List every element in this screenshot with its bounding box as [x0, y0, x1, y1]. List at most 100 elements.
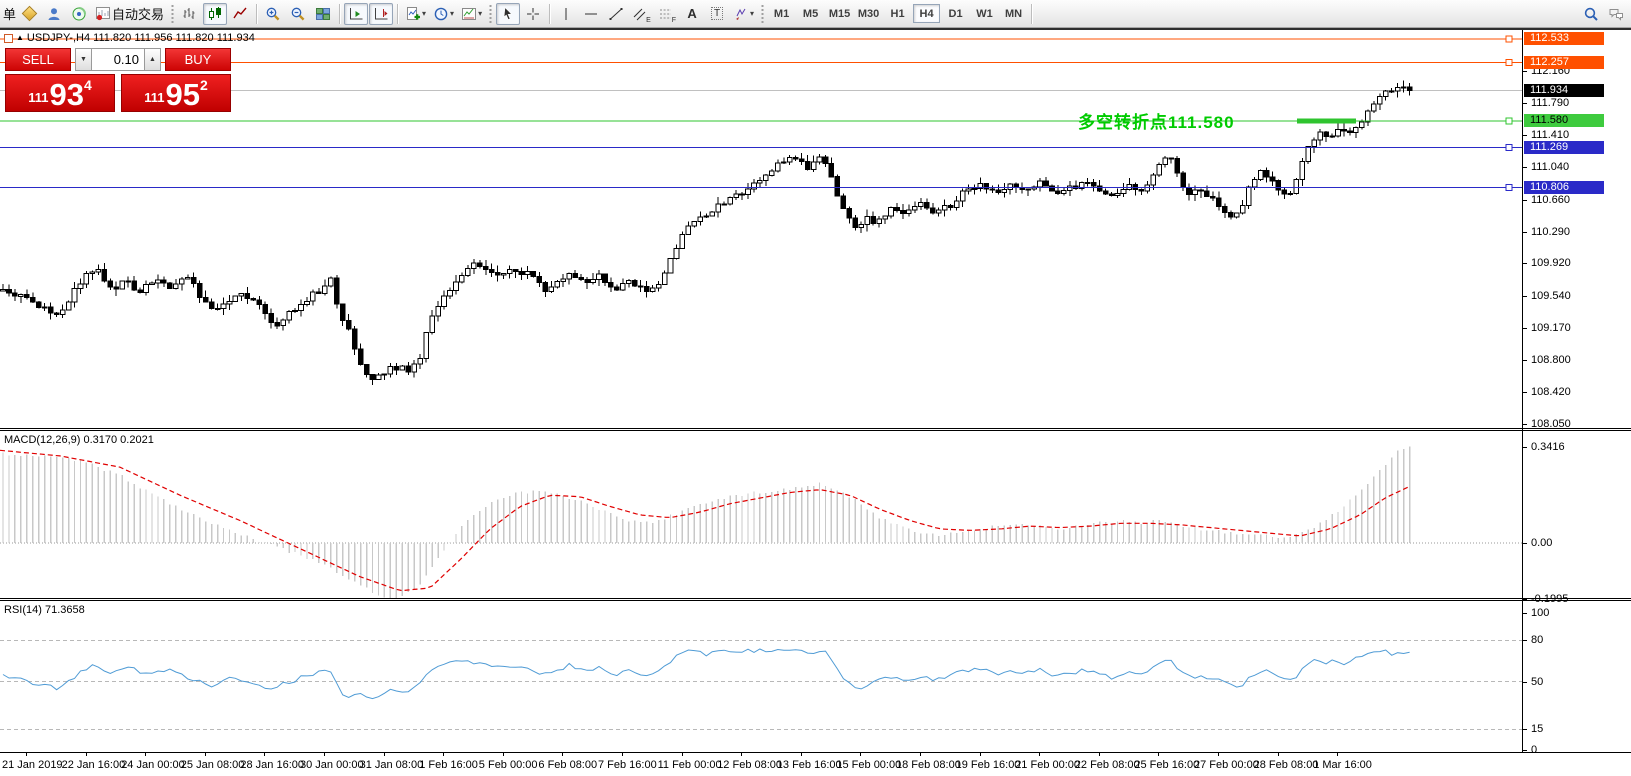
toolbar-separator [339, 3, 341, 24]
timeframe-m30-button[interactable]: M30 [857, 7, 880, 20]
time-tick [860, 753, 862, 756]
time-tick [443, 753, 445, 756]
periods-button[interactable]: ▾ [430, 3, 457, 25]
time-tick [26, 753, 27, 756]
time-tick [1218, 753, 1219, 756]
autotrading-label: 自动交易 [112, 7, 165, 22]
timeframe-w1-button[interactable]: W1 [976, 7, 993, 20]
line-chart-button[interactable] [228, 3, 252, 25]
pane-separator[interactable] [0, 598, 1631, 601]
auto-scroll-button[interactable] [344, 2, 369, 25]
timeframe-d1-button[interactable]: D1 [948, 7, 963, 20]
level-price-badge: 111.580 [1524, 114, 1604, 128]
autotrading-button[interactable]: 自动交易 [92, 3, 167, 25]
label-tool-label: T [710, 7, 724, 20]
sell-price-button[interactable]: 111 93 4 [5, 74, 115, 112]
timeframe-h4-button[interactable]: H4 [913, 4, 941, 23]
tile-windows-icon [316, 7, 331, 20]
volume-input[interactable] [92, 48, 144, 71]
equidistant-channel-icon [633, 8, 646, 20]
axis-tick [1523, 359, 1527, 361]
time-tick-label: 28 Feb 08:00 [1253, 759, 1319, 771]
time-tick-label: 24 Jan 00:00 [121, 759, 185, 771]
zoom-in-button[interactable] [261, 3, 285, 25]
time-tick [264, 753, 266, 756]
chat-button[interactable] [1604, 3, 1628, 25]
time-tick-label: 21 Jan 2019 [2, 759, 63, 771]
pivot-annotation-text[interactable]: 多空转折点111.580 [1078, 113, 1235, 132]
time-tick [681, 753, 683, 756]
time-tick [1098, 753, 1100, 756]
time-tick [562, 753, 564, 756]
timeframe-h1-button[interactable]: H1 [890, 7, 905, 20]
vertical-line-tool-button[interactable] [554, 3, 578, 25]
time-tick [979, 753, 981, 756]
tile-windows-button[interactable] [311, 3, 335, 25]
timeframe-mn-button[interactable]: MN [1004, 7, 1023, 20]
time-tick-label: 21 Feb 00:00 [1015, 759, 1081, 771]
time-tick-label: 6 Feb 08:00 [538, 759, 598, 771]
rsi-pane[interactable] [0, 601, 1522, 752]
vertical-line-icon [565, 7, 567, 20]
new-order-button[interactable]: 单 [3, 7, 17, 22]
volume-decrease-button[interactable]: ▼ [75, 48, 92, 71]
templates-caret-icon: ▾ [478, 8, 483, 18]
timeframe-m15-button[interactable]: M15 [828, 7, 851, 20]
toolbar-grip[interactable] [488, 3, 494, 24]
buy-price-figure: 111 [144, 90, 165, 105]
chart-bookmark-button[interactable] [17, 3, 41, 25]
buy-button[interactable]: BUY [165, 48, 231, 71]
buy-price-button[interactable]: 111 95 2 [121, 74, 231, 112]
equidistant-channel-tool-button[interactable]: E [629, 3, 654, 25]
templates-button[interactable]: ▾ [458, 3, 485, 25]
crosshair-tool-button[interactable] [521, 3, 545, 25]
chart-window-icon [4, 33, 13, 43]
chart-shift-button[interactable] [369, 2, 394, 25]
timeframe-m5-button[interactable]: M5 [802, 7, 819, 20]
toolbar-grip[interactable] [170, 3, 176, 24]
bar-chart-button[interactable] [178, 3, 202, 25]
pane-separator[interactable] [0, 428, 1631, 431]
axis-tick [1523, 199, 1527, 201]
macd-pane[interactable] [0, 431, 1522, 598]
templates-icon [462, 7, 477, 20]
timeframe-m1-button[interactable]: M1 [773, 7, 790, 20]
time-tick-label: 28 Jan 16:00 [240, 759, 305, 771]
price-chart-pane[interactable] [0, 30, 1522, 428]
axis-tick [1523, 71, 1527, 72]
indicators-button[interactable]: ▾ [402, 3, 429, 25]
expand-triangle-icon[interactable]: ▲ [16, 33, 24, 42]
rsi-scale-label: 80 [1531, 634, 1544, 647]
level-price-badge: 111.269 [1524, 141, 1604, 155]
data-window-button[interactable] [67, 3, 91, 25]
axis-tick [1523, 392, 1527, 394]
arrows-tool-button[interactable]: ▾ [730, 3, 757, 25]
line-chart-icon [233, 7, 247, 18]
market-watch-button[interactable] [42, 3, 66, 25]
price-tick-label: 111.410 [1531, 129, 1570, 142]
horizontal-line-tool-button[interactable] [579, 3, 603, 25]
time-tick-label: 22 Feb 08:00 [1074, 759, 1140, 771]
price-tick-label: 108.800 [1531, 353, 1571, 366]
text-label-tool-button[interactable]: T [705, 3, 729, 25]
search-button[interactable] [1579, 3, 1603, 25]
trendline-tool-button[interactable] [604, 3, 628, 25]
volume-increase-button[interactable]: ▲ [144, 48, 161, 71]
text-tool-button[interactable]: A [680, 3, 704, 25]
macd-label: MACD(12,26,9) 0.3170 0.2021 [4, 434, 154, 446]
level-price-badge: 112.533 [1524, 32, 1604, 46]
sell-button[interactable]: SELL [5, 48, 71, 71]
time-tick-label: 15 Feb 00:00 [836, 759, 902, 771]
zoom-out-button[interactable] [286, 3, 310, 25]
cursor-tool-button[interactable] [496, 2, 521, 25]
auto-scroll-icon [350, 7, 363, 19]
fibonacci-tool-button[interactable]: F [655, 3, 679, 25]
time-tick [1158, 753, 1160, 756]
toolbar-separator [1031, 3, 1033, 24]
symbol-ohlc-text: USDJPY-,H4 111.820 111.956 111.820 111.9… [26, 32, 255, 44]
axis-tick [1523, 543, 1527, 544]
toolbar-grip[interactable] [760, 3, 766, 24]
time-tick [622, 753, 623, 756]
candlestick-chart-button[interactable] [203, 2, 228, 25]
axis-tick [1523, 263, 1527, 265]
